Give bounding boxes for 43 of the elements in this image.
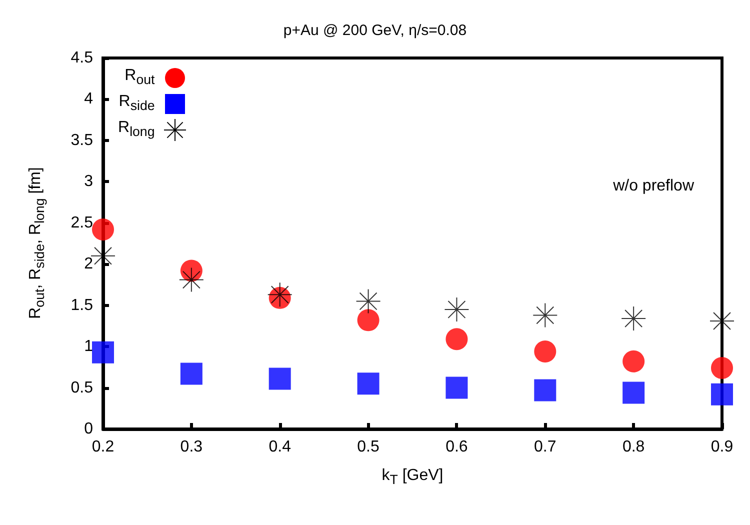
- point: [534, 379, 556, 402]
- legend-label: R$_{long}$: [118, 118, 155, 142]
- point: [357, 309, 380, 332]
- point: [356, 288, 381, 314]
- point: [178, 267, 204, 292]
- point: [92, 341, 114, 364]
- point: [268, 368, 291, 390]
- point: [180, 362, 202, 385]
- y-tick-label: 4: [84, 90, 94, 108]
- point: [446, 376, 468, 399]
- y-tick-label: 2.5: [70, 214, 94, 232]
- point: [621, 306, 646, 332]
- x-tick-label: 0.8: [622, 438, 645, 456]
- point: [622, 350, 645, 372]
- x-tick-label: 0.7: [534, 438, 556, 456]
- point: [92, 218, 114, 240]
- y-tick-label: 0.5: [70, 379, 94, 396]
- point: [357, 372, 380, 395]
- point: [622, 382, 645, 404]
- y-tick-label: 3.5: [70, 132, 94, 149]
- x-tick-label: 0.2: [92, 438, 114, 456]
- chart-title: p+Au @ 200 GeV, η/s=0.08: [283, 22, 467, 39]
- y-tick-label: 0: [84, 420, 94, 438]
- annotation: w/o preflow: [612, 178, 694, 194]
- point: [267, 282, 292, 308]
- point: [711, 356, 733, 379]
- point: [534, 340, 556, 362]
- y-tick-label: 4.5: [70, 50, 94, 66]
- point: [711, 383, 733, 406]
- y-tick-label: 2: [84, 256, 94, 273]
- point: [446, 328, 468, 350]
- point: [532, 302, 558, 328]
- x-tick-label: 0.9: [710, 438, 734, 456]
- x-tick-label: 0.5: [357, 438, 380, 456]
- x-tick-label: 0.4: [268, 438, 292, 456]
- x-tick-label: 0.6: [446, 438, 468, 456]
- point: [444, 296, 470, 322]
- y-tick-label: 1.5: [70, 296, 94, 314]
- x-axis-title: k$_{T}$ [GeV]: [380, 466, 444, 489]
- legend-label: R$_{out}$: [124, 66, 155, 90]
- y-tick-label: 3: [84, 173, 94, 190]
- legend-label: R$_{side}$: [118, 92, 155, 116]
- x-tick-label: 0.3: [180, 438, 203, 456]
